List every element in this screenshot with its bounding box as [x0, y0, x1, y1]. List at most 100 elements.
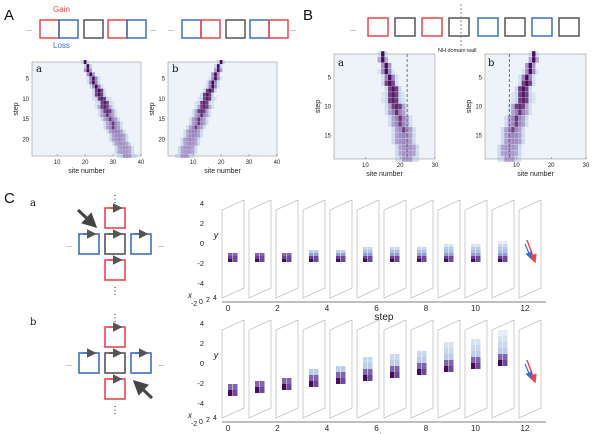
heat-cell — [525, 68, 529, 75]
heat-cell — [415, 150, 420, 156]
heat-cell — [388, 115, 392, 121]
heat-cell — [398, 132, 402, 139]
heat-cell — [122, 154, 126, 158]
heat-cell — [114, 117, 118, 122]
slice-heat-cell — [476, 357, 481, 363]
heat-cell — [89, 72, 93, 77]
heat-cell — [202, 113, 206, 118]
heat-cell — [83, 68, 87, 73]
chain-B: ... NH domain wall — [350, 4, 580, 54]
heat-cell — [122, 141, 126, 146]
heat-cell — [398, 86, 402, 92]
heat-cell — [202, 88, 206, 93]
heat-cell — [111, 125, 115, 130]
loss-cell — [531, 17, 553, 37]
heat-cell — [83, 60, 87, 64]
heat-cell — [120, 145, 123, 150]
heat-cell — [194, 141, 198, 146]
gain-cell — [107, 19, 128, 39]
lattice-cell — [78, 233, 100, 255]
heat-cell — [208, 104, 212, 109]
slice-heat-cell — [449, 342, 454, 348]
heat-cell — [398, 115, 402, 121]
heat-cell — [532, 68, 536, 75]
heat-cell — [103, 88, 107, 93]
heat-cell — [525, 74, 529, 81]
heat-cell — [525, 109, 529, 116]
heat-cell — [408, 138, 413, 145]
heat-cell — [183, 133, 187, 138]
heat-cell — [191, 125, 195, 130]
heat-cell — [500, 150, 505, 156]
heatmap-A-a: 10 20 30 40 5 10 15 20 site number step — [13, 60, 145, 175]
heat-cell — [384, 103, 388, 110]
y-tick-label: 20 — [22, 138, 29, 144]
heat-cell — [106, 113, 109, 118]
heat-cell — [497, 150, 501, 156]
heat-cell — [191, 117, 195, 122]
heat-cell — [408, 144, 413, 151]
lattice-cell — [78, 352, 100, 374]
heat-cell — [188, 137, 192, 142]
heat-cell — [202, 104, 206, 109]
slice-heat-cell — [503, 241, 508, 247]
heat-cell — [111, 117, 115, 122]
slice-heat-cell — [314, 369, 319, 375]
plot-background — [31, 61, 142, 157]
heat-cell — [92, 76, 95, 81]
heat-cell — [525, 86, 529, 92]
heat-cell — [128, 145, 132, 150]
heat-cell — [391, 115, 395, 121]
vertical-ellipsis: ⋮ — [110, 405, 120, 416]
slice-heat-cell — [503, 342, 508, 348]
heat-cell — [511, 97, 515, 104]
x-tick-label: 30 — [110, 160, 117, 166]
heat-cell — [117, 154, 121, 158]
x-tick-label: 0 — [199, 299, 203, 306]
heat-cell — [384, 68, 388, 75]
heat-cell — [395, 132, 399, 139]
heat-cell — [108, 117, 112, 122]
heat-cell — [408, 121, 413, 127]
heat-cell — [518, 144, 522, 151]
heat-cell — [117, 141, 121, 146]
heat-cell — [518, 121, 522, 127]
heat-cell — [191, 121, 195, 126]
heat-cell — [514, 92, 519, 98]
heat-cell — [97, 96, 101, 101]
incident-arrow — [76, 208, 98, 229]
heat-cell — [128, 141, 132, 146]
heat-cell — [108, 125, 112, 130]
heat-cell — [395, 80, 399, 86]
heat-cell — [117, 129, 121, 134]
x-axis-label: x — [187, 411, 193, 420]
heat-cell — [208, 113, 212, 118]
heat-cell — [405, 150, 409, 156]
heat-cell — [500, 127, 505, 133]
heat-cell — [391, 68, 395, 75]
slice-heat-cell — [336, 366, 341, 372]
heat-cell — [103, 104, 107, 109]
heat-cell — [86, 72, 90, 77]
heat-cell — [117, 117, 121, 122]
heat-cell — [106, 104, 109, 109]
heat-cell — [384, 51, 388, 57]
heat-cell — [514, 138, 519, 145]
heat-cell — [525, 62, 529, 69]
heat-cell — [114, 145, 118, 150]
heat-cell — [395, 86, 399, 92]
gain-cell — [367, 17, 389, 37]
heat-cell — [412, 138, 416, 145]
lattice-a: ⋮ ⋮...... — [66, 194, 164, 297]
neutral-cell — [225, 19, 246, 39]
heat-cell — [180, 141, 184, 146]
heat-cell — [194, 104, 198, 109]
heat-cell — [197, 141, 201, 146]
heat-cell — [391, 109, 395, 116]
slice-plane — [275, 199, 299, 299]
heat-cell — [197, 100, 201, 105]
heat-cell — [381, 62, 385, 69]
slice-plane — [491, 319, 515, 419]
heat-cell — [197, 137, 201, 142]
